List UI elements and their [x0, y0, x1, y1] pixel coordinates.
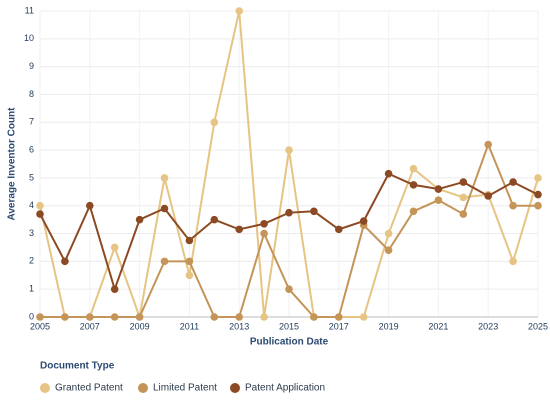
- y-tick-label: 3: [29, 228, 34, 238]
- data-point: [384, 246, 393, 255]
- data-point: [160, 174, 169, 182]
- legend-marker: [138, 383, 148, 393]
- data-point: [185, 236, 194, 245]
- data-point: [384, 169, 393, 178]
- data-point: [285, 146, 293, 154]
- data-point: [359, 313, 368, 321]
- data-point: [359, 217, 368, 225]
- y-axis-title: Average Inventor Count: [7, 107, 18, 221]
- x-axis-title: Publication Date: [250, 337, 329, 348]
- data-point: [409, 207, 418, 216]
- y-tick-label: 9: [29, 61, 34, 71]
- x-tick-label: 2009: [130, 321, 150, 331]
- data-point: [160, 204, 169, 213]
- data-point: [61, 313, 69, 321]
- legend-marker: [40, 383, 50, 393]
- data-point: [110, 313, 119, 321]
- data-point: [135, 215, 144, 224]
- data-point: [235, 225, 243, 234]
- legend-label: Patent Application: [245, 383, 325, 394]
- data-point: [534, 190, 542, 199]
- data-point: [61, 257, 69, 266]
- data-point: [310, 313, 318, 321]
- data-point: [509, 178, 517, 186]
- data-point: [459, 193, 468, 202]
- y-tick-label: 5: [29, 172, 34, 182]
- y-tick-label: 1: [29, 284, 34, 294]
- legend-label: Granted Patent: [55, 383, 123, 394]
- data-point: [384, 229, 393, 238]
- data-point: [210, 215, 219, 224]
- data-point: [484, 140, 493, 149]
- data-point: [509, 257, 517, 266]
- data-point: [160, 257, 169, 266]
- x-tick-label: 2011: [180, 321, 199, 331]
- x-tick-label: 2013: [229, 321, 249, 331]
- data-point: [260, 313, 268, 321]
- x-tick-label: 2023: [478, 321, 498, 331]
- data-point: [260, 220, 268, 228]
- y-tick-label: 4: [29, 200, 34, 210]
- data-point: [509, 201, 517, 210]
- data-point: [185, 257, 194, 266]
- data-point: [36, 201, 44, 210]
- legend-label: Limited Patent: [153, 383, 217, 394]
- data-point: [409, 181, 418, 189]
- data-point: [185, 271, 194, 280]
- data-point: [534, 201, 542, 210]
- data-point: [534, 174, 542, 182]
- data-point: [86, 201, 94, 210]
- y-tick-label: 6: [29, 144, 34, 154]
- data-point: [110, 285, 119, 293]
- x-tick-label: 2017: [329, 321, 349, 331]
- data-point: [260, 229, 268, 238]
- data-point: [459, 178, 468, 186]
- data-point: [135, 313, 144, 321]
- x-tick-label: 2015: [279, 321, 299, 331]
- x-tick-label: 2005: [30, 321, 50, 331]
- data-point: [210, 118, 219, 127]
- y-tick-label: 11: [25, 5, 34, 15]
- y-tick-label: 10: [24, 33, 34, 43]
- y-tick-label: 8: [29, 89, 34, 99]
- data-point: [459, 210, 468, 218]
- x-tick-label: 2021: [428, 321, 448, 331]
- data-point: [110, 243, 119, 252]
- data-point: [335, 225, 343, 234]
- x-tick-label: 2019: [379, 321, 399, 331]
- data-point: [235, 7, 243, 15]
- y-tick-label: 0: [29, 311, 34, 321]
- data-point: [86, 313, 94, 321]
- data-point: [36, 210, 44, 218]
- data-point: [434, 196, 443, 204]
- legend-title: Document Type: [40, 361, 115, 372]
- x-tick-label: 2025: [528, 321, 548, 331]
- data-point: [285, 285, 293, 293]
- data-point: [285, 208, 293, 217]
- data-point: [210, 313, 219, 321]
- data-point: [36, 313, 44, 321]
- data-point: [310, 207, 318, 216]
- x-tick-label: 2007: [80, 321, 100, 331]
- legend-marker: [230, 383, 240, 393]
- data-point: [335, 313, 343, 321]
- data-point: [409, 164, 418, 173]
- data-point: [235, 313, 243, 321]
- y-tick-label: 7: [29, 117, 34, 127]
- y-tick-label: 2: [29, 256, 34, 266]
- data-point: [484, 192, 493, 200]
- data-point: [434, 185, 443, 193]
